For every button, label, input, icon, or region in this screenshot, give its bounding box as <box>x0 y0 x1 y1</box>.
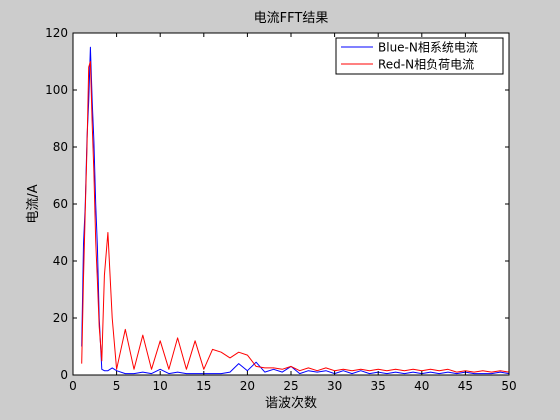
y-axis-label: 电流/A <box>26 184 41 223</box>
x-tick-label: 20 <box>240 379 255 393</box>
x-axis-label: 谐波次数 <box>265 395 317 411</box>
x-tick-label: 25 <box>283 379 298 393</box>
x-tick-label: 15 <box>196 379 211 393</box>
x-tick-label: 5 <box>113 379 121 393</box>
plot-area <box>73 33 509 375</box>
x-tick-label: 50 <box>501 379 516 393</box>
x-tick-label: 40 <box>414 379 429 393</box>
y-tick-label: 100 <box>45 83 68 97</box>
legend-box <box>335 37 504 75</box>
series-line-red <box>81 61 510 373</box>
x-tick-label: 45 <box>458 379 473 393</box>
chart-title: 电流FFT结果 <box>254 11 329 26</box>
y-tick-label: 120 <box>45 26 68 40</box>
x-tick-label: 10 <box>153 379 168 393</box>
legend-label-blue: Blue-N相系统电流 <box>378 41 478 55</box>
y-tick-label: 0 <box>60 368 68 382</box>
legend-label-red: Red-N相负荷电流 <box>378 58 474 72</box>
y-tick-label: 60 <box>53 197 68 211</box>
x-tick-label: 30 <box>327 379 342 393</box>
x-tick-label: 0 <box>69 379 77 393</box>
y-tick-label: 80 <box>53 140 68 154</box>
x-tick-label: 35 <box>371 379 386 393</box>
legend: Blue-N相系统电流 Red-N相负荷电流 <box>335 37 504 75</box>
y-tick-label: 20 <box>53 311 68 325</box>
y-tick-label: 40 <box>53 254 68 268</box>
